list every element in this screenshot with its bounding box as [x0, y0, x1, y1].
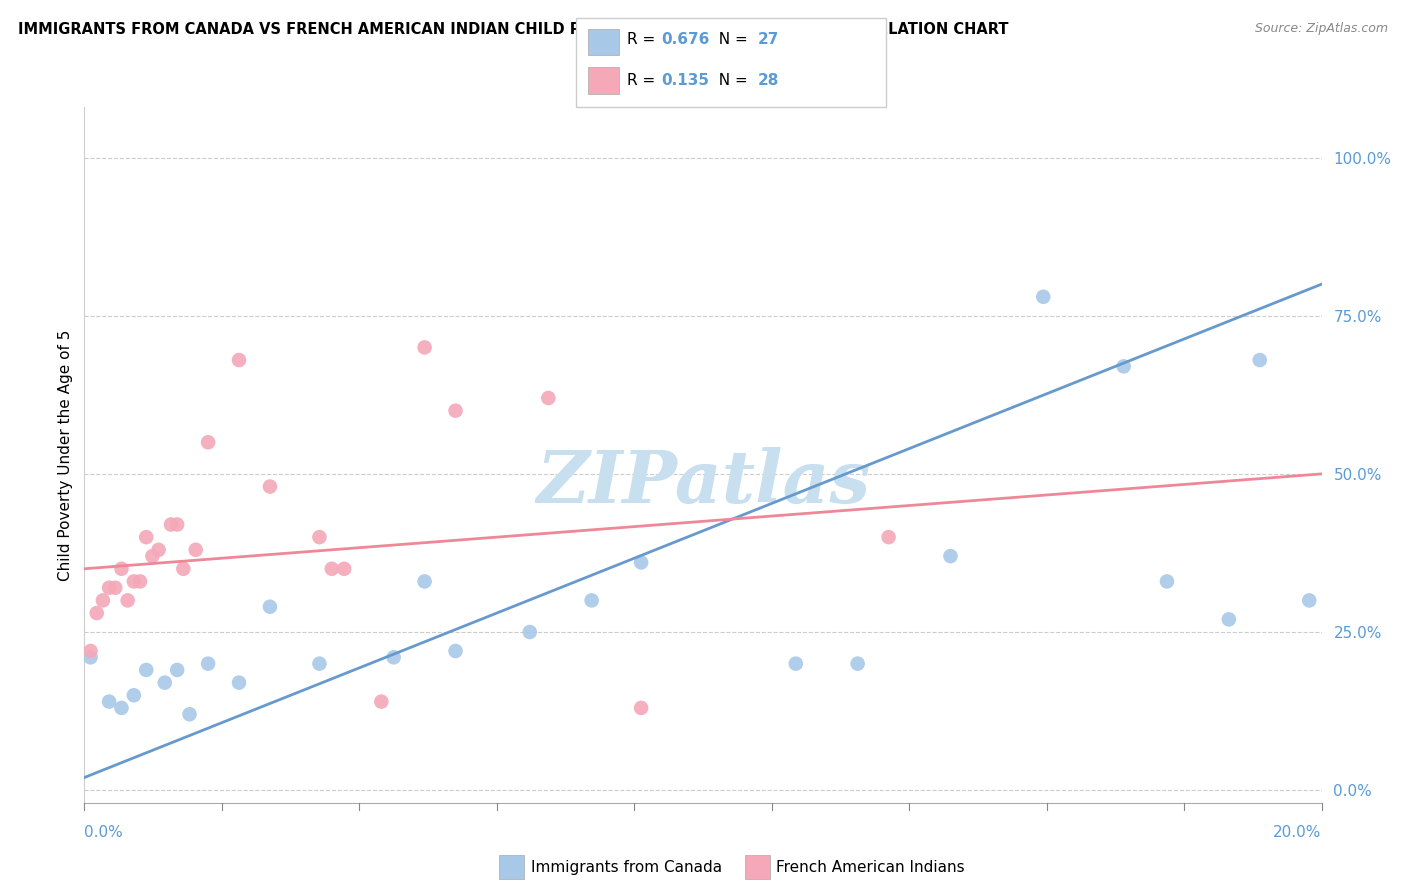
Point: [877, 530, 900, 544]
Text: Source: ZipAtlas.com: Source: ZipAtlas.com: [1254, 22, 1388, 36]
Point: [79, 650, 101, 665]
Point: [259, 599, 281, 614]
Point: [1249, 353, 1271, 368]
Text: ZIPatlas: ZIPatlas: [536, 447, 870, 518]
Point: [846, 657, 869, 671]
Point: [172, 562, 194, 576]
Point: [537, 391, 560, 405]
Point: [104, 581, 127, 595]
Point: [98, 695, 121, 709]
Point: [129, 574, 152, 589]
Point: [444, 403, 467, 417]
Point: [413, 340, 436, 354]
Point: [122, 688, 145, 702]
Point: [166, 517, 188, 532]
Point: [86, 606, 108, 620]
Text: 27: 27: [758, 32, 779, 46]
Text: R =: R =: [627, 73, 661, 87]
Text: IMMIGRANTS FROM CANADA VS FRENCH AMERICAN INDIAN CHILD POVERTY UNDER THE AGE OF : IMMIGRANTS FROM CANADA VS FRENCH AMERICA…: [18, 22, 1008, 37]
Point: [91, 593, 114, 607]
Point: [110, 701, 132, 715]
Text: 20.0%: 20.0%: [1274, 825, 1322, 840]
Point: [122, 574, 145, 589]
Point: [160, 517, 183, 532]
Point: [630, 701, 652, 715]
Text: 28: 28: [758, 73, 779, 87]
Point: [630, 556, 652, 570]
Point: [110, 562, 132, 576]
Point: [259, 479, 281, 493]
Text: 0.676: 0.676: [661, 32, 709, 46]
Point: [939, 549, 962, 563]
Point: [321, 562, 343, 576]
Point: [184, 542, 207, 557]
Point: [98, 581, 121, 595]
Text: French American Indians: French American Indians: [776, 860, 965, 874]
Point: [1032, 290, 1054, 304]
Text: N =: N =: [709, 73, 752, 87]
Text: Immigrants from Canada: Immigrants from Canada: [531, 860, 723, 874]
Point: [148, 542, 170, 557]
Point: [1112, 359, 1135, 374]
Text: N =: N =: [709, 32, 752, 46]
Point: [444, 644, 467, 658]
Point: [135, 530, 157, 544]
Point: [1298, 593, 1320, 607]
Point: [581, 593, 603, 607]
Text: 0.135: 0.135: [661, 73, 709, 87]
Point: [228, 675, 250, 690]
Point: [166, 663, 188, 677]
Point: [382, 650, 405, 665]
Point: [153, 675, 176, 690]
Point: [197, 435, 219, 450]
Point: [1218, 612, 1240, 626]
Y-axis label: Child Poverty Under the Age of 5: Child Poverty Under the Age of 5: [58, 329, 73, 581]
Point: [1156, 574, 1178, 589]
Point: [135, 663, 157, 677]
Point: [179, 707, 201, 722]
Point: [228, 353, 250, 368]
Point: [308, 530, 330, 544]
Point: [79, 644, 101, 658]
Point: [197, 657, 219, 671]
Point: [519, 625, 541, 640]
Point: [413, 574, 436, 589]
Point: [308, 657, 330, 671]
Text: R =: R =: [627, 32, 661, 46]
Point: [785, 657, 807, 671]
Text: 0.0%: 0.0%: [84, 825, 124, 840]
Point: [141, 549, 163, 563]
Point: [370, 695, 392, 709]
Point: [117, 593, 139, 607]
Point: [333, 562, 356, 576]
